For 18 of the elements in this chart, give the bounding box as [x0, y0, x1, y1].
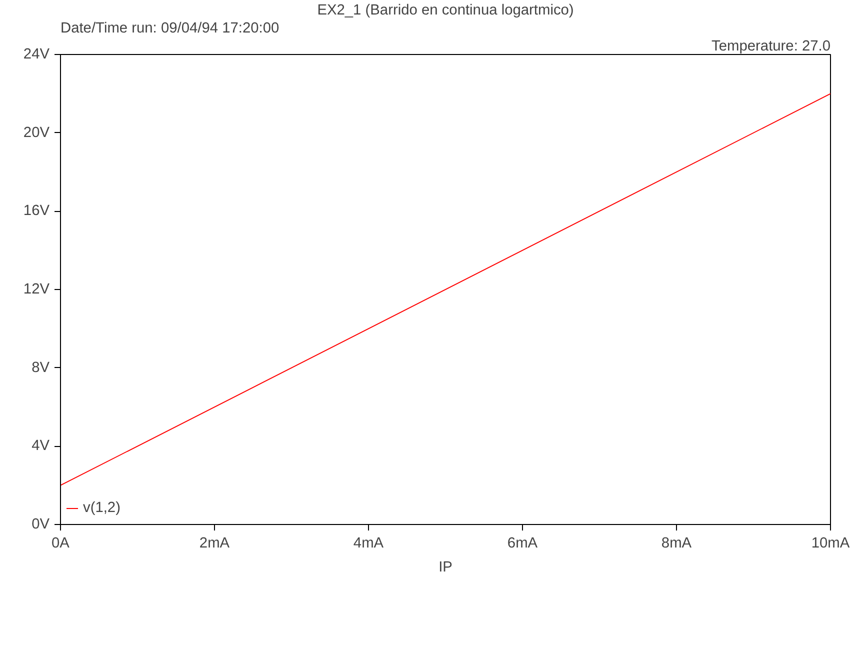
annotation: Temperature: 27.0: [712, 38, 831, 54]
legend-label: v(1,2): [83, 500, 120, 516]
x-tick-label: 0A: [52, 536, 70, 552]
y-tick-label: 8V: [32, 360, 50, 376]
y-tick-label: 20V: [23, 124, 50, 141]
x-tick-label: 8mA: [661, 536, 692, 552]
y-tick-label: 4V: [32, 438, 50, 454]
y-tick-label: 16V: [23, 203, 50, 220]
text: Date/Time run: 09/04/94 17:20:00: [60, 20, 280, 36]
x-tick-label: 2mA: [199, 536, 230, 552]
x-axis-title: IP: [438, 560, 452, 576]
x-tick-label: 10mA: [811, 536, 850, 552]
y-tick-label: 24V: [23, 46, 50, 62]
y-tick-label: 12V: [23, 282, 50, 298]
x-tick-label: 6mA: [507, 536, 538, 552]
x-tick-label: 4mA: [353, 536, 384, 552]
y-tick-label: 0V: [32, 516, 50, 532]
chart-title: EX2_1 (Barrido en continua logartmico): [317, 2, 574, 18]
